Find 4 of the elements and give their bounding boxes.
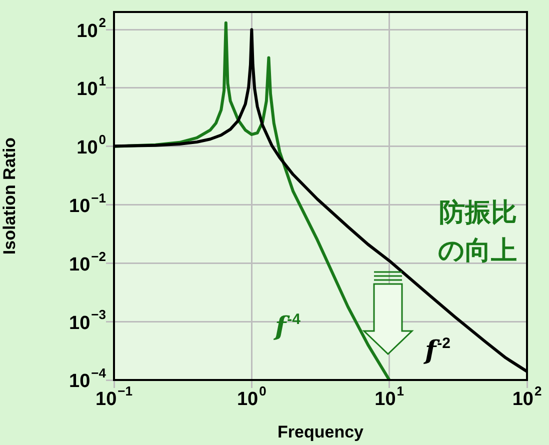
x-axis-title: Frequency	[278, 422, 364, 442]
annotation: 防振比	[439, 198, 517, 228]
y-axis-title: Isolation Ratio	[0, 137, 19, 255]
annotation: の向上	[438, 236, 517, 266]
